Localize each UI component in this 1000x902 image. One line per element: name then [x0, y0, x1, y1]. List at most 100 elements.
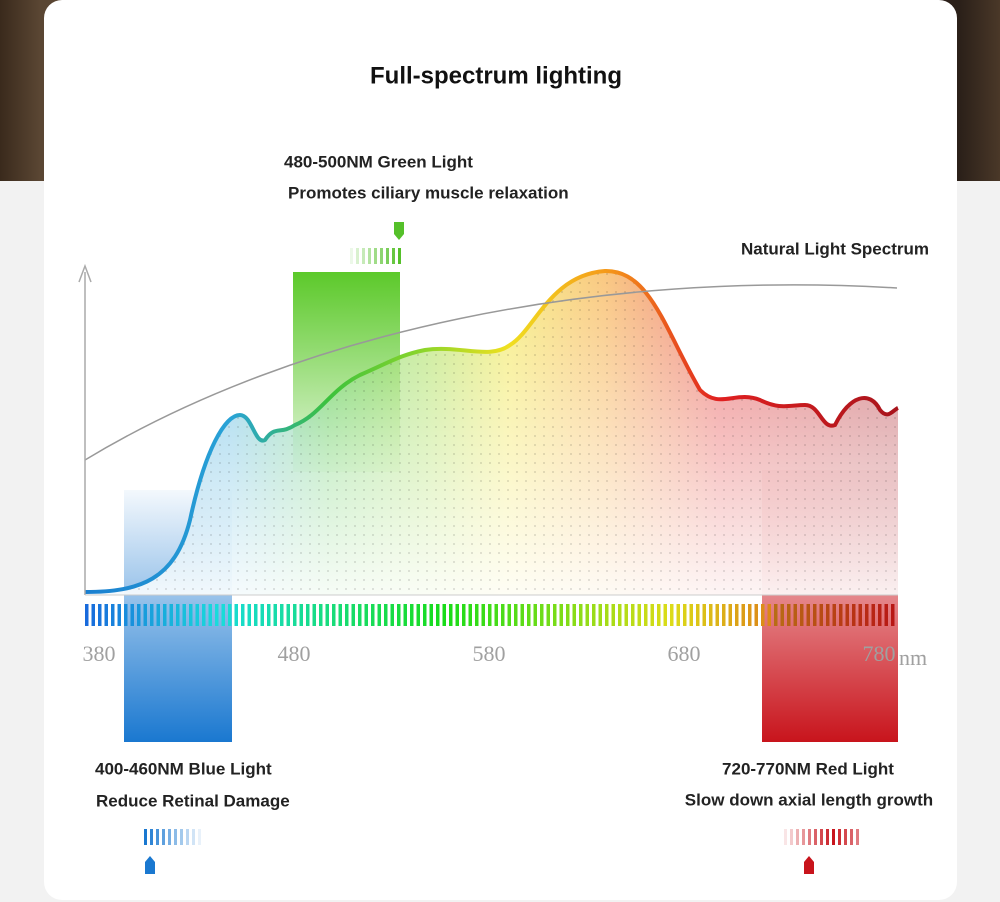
mini-stripe [156, 829, 159, 845]
spectrum-stripe [878, 604, 882, 626]
spectrum-stripe [559, 604, 563, 626]
mini-stripe [374, 248, 377, 264]
mini-stripe [850, 829, 853, 845]
spectrum-stripe [598, 604, 602, 626]
spectrum-stripe [397, 604, 401, 626]
spectrum-stripe [592, 604, 596, 626]
spectrum-stripe [280, 604, 284, 626]
spectrum-stripe [241, 604, 245, 626]
spectrum-stripe [663, 604, 667, 626]
spectrum-stripe [195, 604, 199, 626]
spectrum-stripe [416, 604, 420, 626]
blue-note: Reduce Retinal Damage [96, 791, 290, 810]
mini-stripe [168, 829, 171, 845]
red-label: 720-770NM Red Light [722, 759, 894, 778]
spectrum-stripe [260, 604, 264, 626]
spectrum-stripe [358, 604, 362, 626]
spectrum-stripe [585, 604, 589, 626]
spectrum-stripe [351, 604, 355, 626]
spectrum-stripe [481, 604, 485, 626]
spectrum-stripe [741, 604, 745, 626]
spectrum-stripe [130, 604, 134, 626]
x-tick-label: 780 [863, 641, 896, 666]
red-note: Slow down axial length growth [685, 790, 933, 809]
spectrum-stripe [514, 604, 518, 626]
spectrum-stripe [293, 604, 297, 626]
natural-light-curve [84, 284, 898, 461]
spectrum-stripe [793, 604, 797, 626]
spectrum-stripe [423, 604, 427, 626]
spectrum-stripe [579, 604, 583, 626]
spectrum-stripe [124, 604, 128, 626]
mini-stripe [198, 829, 201, 845]
spectrum-stripe [462, 604, 466, 626]
spectrum-stripe [819, 604, 823, 626]
spectrum-stripe [832, 604, 836, 626]
spectrum-stripe [774, 604, 778, 626]
spectrum-stripe [657, 604, 661, 626]
spectrum-stripe [221, 604, 225, 626]
spectrum-stripe [449, 604, 453, 626]
mini-stripe [856, 829, 859, 845]
spectrum-stripe [143, 604, 147, 626]
spectrum-stripe [650, 604, 654, 626]
mini-stripe [844, 829, 847, 845]
spectrum-stripe [858, 604, 862, 626]
spectrum-stripe [182, 604, 186, 626]
spectrum-stripe [780, 604, 784, 626]
spectrum-stripe [488, 604, 492, 626]
spectrum-stripe [631, 604, 635, 626]
spectrum-stripe [104, 604, 108, 626]
spectrum-stripe [117, 604, 121, 626]
spectrum-stripe [468, 604, 472, 626]
spectrum-stripe [436, 604, 440, 626]
spectrum-stripe [839, 604, 843, 626]
spectrum-stripe [345, 604, 349, 626]
spectrum-stripe [676, 604, 680, 626]
mini-stripe [350, 248, 353, 264]
spectrum-stripe [553, 604, 557, 626]
unit-label: nm [899, 645, 927, 670]
spectrum-stripe [546, 604, 550, 626]
spectrum-stripe [735, 604, 739, 626]
spectrum-stripe [286, 604, 290, 626]
spectrum-curve [84, 268, 899, 594]
spectrum-stripe [865, 604, 869, 626]
green-marker [394, 222, 404, 240]
spectrum-stripe [813, 604, 817, 626]
spectrum-stripe [605, 604, 609, 626]
spectrum-stripe [91, 604, 95, 626]
green-note: Promotes ciliary muscle relaxation [288, 183, 569, 202]
mini-stripe [398, 248, 401, 264]
mini-stripe [814, 829, 817, 845]
mini-stripe [144, 829, 147, 845]
mini-stripe [796, 829, 799, 845]
spectrum-stripe [624, 604, 628, 626]
green-label: 480-500NM Green Light [284, 152, 473, 171]
x-tick-label: 680 [668, 641, 701, 666]
spectrum-stripe [761, 604, 765, 626]
blue-marker [145, 856, 155, 874]
spectrum-stripe [475, 604, 479, 626]
spectrum-stripe [156, 604, 160, 626]
spectrum-stripe [273, 604, 277, 626]
spectrum-stripe [429, 604, 433, 626]
mini-stripe [808, 829, 811, 845]
spectrum-stripe [325, 604, 329, 626]
mini-stripe [826, 829, 829, 845]
red-marker [804, 856, 814, 874]
spectrum-stripe [442, 604, 446, 626]
spectrum-stripe [767, 604, 771, 626]
spectrum-stripe [683, 604, 687, 626]
title: Full-spectrum lighting [370, 62, 622, 89]
spectrum-stripe [332, 604, 336, 626]
spectrum-stripe [306, 604, 310, 626]
spectrum-stripe [234, 604, 238, 626]
spectrum-stripe [319, 604, 323, 626]
spectrum-stripe [566, 604, 570, 626]
spectrum-stripe [527, 604, 531, 626]
spectrum-stripe [618, 604, 622, 626]
spectrum-stripe [501, 604, 505, 626]
